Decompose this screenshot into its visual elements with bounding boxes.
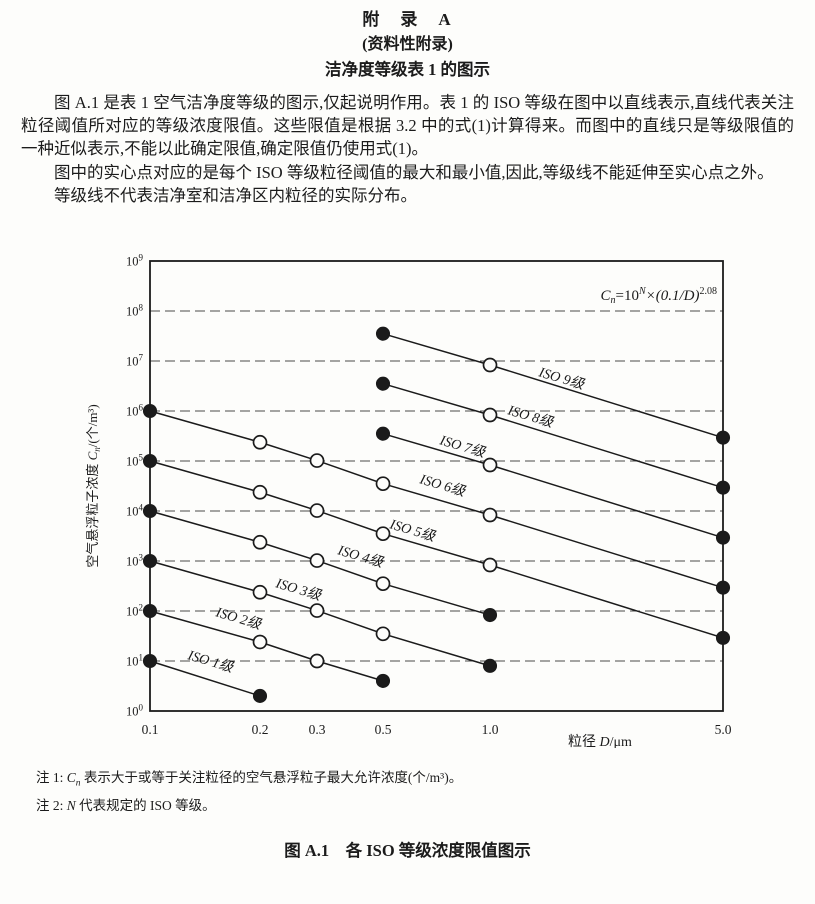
solid-endpoint-series5 <box>715 630 731 645</box>
y-tick-label-10e4: 104 <box>126 503 144 519</box>
solid-endpoint-series8 <box>715 480 731 495</box>
y-tick-label-10e1: 101 <box>126 653 143 669</box>
y-tick-label-10e0: 100 <box>126 703 144 719</box>
note-1: 注 1: Cn 表示大于或等于关注粒径的空气悬浮粒子最大允许浓度(个/m³)。 <box>36 767 815 795</box>
open-point-series3 <box>252 584 268 600</box>
series-line-6 <box>149 410 724 589</box>
open-point-series6 <box>375 476 391 492</box>
series-line-8 <box>382 382 724 489</box>
appendix-header: 附 录 A (资料性附录) 洁净度等级表 1 的图示 <box>0 0 815 82</box>
y-axis-title: 空气悬浮粒子浓度 Cn/(个/m³) <box>85 404 102 567</box>
paragraph-3: 等级线不代表洁净室和洁净区内粒径的实际分布。 <box>54 185 417 205</box>
iso-class-limits-chart: ISO 1级 ISO 2级 ISO 3级 ISO 4级 ISO 5级 ISO 6级 ISO … <box>0 248 815 753</box>
y-tick-label-10e5: 105 <box>126 453 144 469</box>
open-point-series2 <box>252 634 268 650</box>
series-label-5: ISO 5级 <box>387 516 438 545</box>
appendix-heading: 洁净度等级表 1 的图示 <box>325 60 490 79</box>
note-2: 注 2: N 代表规定的 ISO 等级。 <box>36 795 815 823</box>
x-tick-label-0.3: 0.3 <box>309 722 326 737</box>
series-line-5 <box>149 460 724 639</box>
figure-notes: 注 1: Cn 表示大于或等于关注粒径的空气悬浮粒子最大允许浓度(个/m³)。 … <box>36 767 815 822</box>
open-point-series6 <box>252 434 268 450</box>
solid-endpoint-series1 <box>142 653 158 669</box>
note-2-symbol: N <box>66 797 76 813</box>
paragraph-2: 图中的实心点对应的是每个 ISO 等级粒径阈值的最大和最小值,因此,等级线不能延… <box>54 162 774 182</box>
y-tick-label-10e8: 108 <box>126 303 144 319</box>
open-point-series4 <box>252 534 268 550</box>
open-point-series7 <box>482 457 498 473</box>
series-line-2 <box>149 610 384 682</box>
y-tick-label-10e7: 107 <box>126 353 144 369</box>
x-tick-label-0.5: 0.5 <box>375 722 392 737</box>
x-axis-title: 粒径 D/μm <box>568 734 632 748</box>
open-point-series6 <box>482 507 498 523</box>
open-point-series4 <box>375 576 391 592</box>
note-2-label: 注 2: <box>36 797 64 813</box>
solid-endpoint-series6 <box>142 403 158 419</box>
y-tick-label-10e2: 102 <box>126 603 143 619</box>
x-tick-label-1.0: 1.0 <box>482 722 499 737</box>
solid-endpoint-series9 <box>715 430 731 445</box>
open-point-series4 <box>309 553 325 568</box>
solid-endpoint-series9 <box>375 326 391 341</box>
solid-endpoint-series5 <box>142 453 158 469</box>
paragraph-1: 图 A.1 是表 1 空气洁净度等级的图示,仅起说明作用。表 1 的 ISO 等… <box>21 93 794 159</box>
series-label-1: ISO 1级 <box>185 647 236 676</box>
open-point-series9 <box>482 357 498 373</box>
solid-endpoint-series4 <box>142 503 158 519</box>
open-point-series3 <box>309 603 325 618</box>
solid-endpoint-series4 <box>482 608 498 623</box>
series-label-2: ISO 2级 <box>213 604 264 633</box>
solid-endpoint-series7 <box>715 530 731 545</box>
series-label-3: ISO 3级 <box>273 575 324 604</box>
solid-endpoint-series2 <box>375 673 391 688</box>
solid-endpoint-series7 <box>375 426 391 441</box>
y-tick-label-10e9: 109 <box>126 253 144 269</box>
x-tick-label-5.0: 5.0 <box>715 722 732 737</box>
note-1-symbol-sub: n <box>75 778 81 789</box>
x-tick-label-0.2: 0.2 <box>252 722 269 737</box>
y-tick-label-10e3: 103 <box>126 553 144 569</box>
figure-caption: 图 A.1 各 ISO 等级浓度限值图示 <box>284 841 531 861</box>
open-point-series8 <box>482 407 498 423</box>
open-point-series2 <box>309 653 325 669</box>
solid-endpoint-series3 <box>482 658 498 673</box>
series-label-9: ISO 9级 <box>536 364 587 393</box>
open-point-series5 <box>309 503 325 518</box>
open-point-series5 <box>252 484 268 500</box>
solid-endpoint-series3 <box>142 553 158 569</box>
solid-endpoint-series6 <box>715 580 731 595</box>
open-point-series6 <box>309 453 325 468</box>
solid-endpoint-series2 <box>142 603 158 619</box>
appendix-subtitle: (资料性附录) <box>362 36 453 53</box>
class-formula: Cn=10N×(0.1/D)2.08 <box>600 286 717 306</box>
solid-endpoint-series1 <box>252 688 268 704</box>
note-1-text: 表示大于或等于关注粒径的空气悬浮粒子最大允许浓度(个/m³)。 <box>80 770 463 786</box>
note-2-text: 代表规定的 ISO 等级。 <box>75 797 216 813</box>
note-1-label: 注 1: <box>36 770 64 786</box>
y-tick-label-10e6: 106 <box>126 403 144 419</box>
series-line-9 <box>382 332 724 439</box>
x-tick-label-0.1: 0.1 <box>142 722 159 737</box>
appendix-title: 附 录 A <box>362 10 453 29</box>
open-point-series3 <box>375 626 391 642</box>
open-point-series5 <box>482 557 498 573</box>
series-line-1 <box>149 660 261 697</box>
open-point-series5 <box>375 526 391 542</box>
solid-endpoint-series8 <box>375 376 391 391</box>
note-1-symbol: C <box>66 770 76 786</box>
series-label-4: ISO 4级 <box>335 542 386 571</box>
